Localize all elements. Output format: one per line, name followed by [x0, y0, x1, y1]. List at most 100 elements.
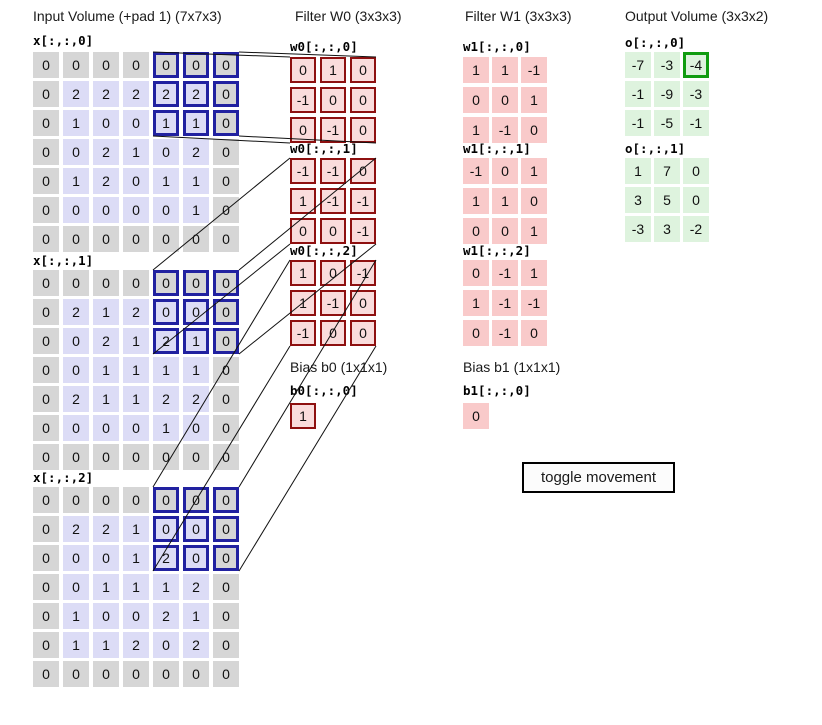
input-cell-1-1: 2 [63, 81, 89, 107]
w1-cell-2-2: 1 [521, 218, 547, 244]
input-cell-0-3: 0 [123, 52, 149, 78]
input-cell-1-4: 0 [153, 299, 179, 325]
input-cell-1-2: 2 [93, 516, 119, 542]
w0-cell-0-1: 1 [320, 57, 346, 83]
input-cell-1-1: 2 [63, 516, 89, 542]
w1-cell-1-1: 1 [492, 188, 518, 214]
input-slice2-label: x[:,:,2] [33, 470, 94, 485]
input-cell-1-6: 0 [213, 81, 239, 107]
input-cell-1-2: 2 [93, 81, 119, 107]
input-cell-6-5: 0 [183, 226, 209, 252]
input-cell-6-3: 0 [123, 661, 149, 687]
input-cell-5-6: 0 [213, 415, 239, 441]
w0-grid-2: 1 0 -1 1 -1 0 -1 0 0 [290, 260, 376, 346]
input-cell-3-5: 2 [183, 574, 209, 600]
input-cell-4-2: 1 [93, 386, 119, 412]
input-cell-2-0: 0 [33, 545, 59, 571]
w1-cell-0-2: 1 [521, 158, 547, 184]
input-cell-3-3: 1 [123, 139, 149, 165]
input-cell-6-2: 0 [93, 444, 119, 470]
output-slice0-label: o[:,:,0] [625, 35, 686, 50]
toggle-movement-button[interactable]: toggle movement [522, 462, 675, 493]
input-cell-5-2: 1 [93, 632, 119, 658]
input-cell-5-2: 0 [93, 415, 119, 441]
input-cell-1-5: 0 [183, 299, 209, 325]
b1-label: b1[:,:,0] [463, 383, 531, 398]
input-cell-5-6: 0 [213, 632, 239, 658]
input-cell-4-3: 0 [123, 168, 149, 194]
input-cell-1-4: 2 [153, 81, 179, 107]
input-cell-4-2: 2 [93, 168, 119, 194]
w1-grid-2: 0 -1 1 1 -1 -1 0 -1 0 [463, 260, 547, 346]
w0-cell-1-0: 1 [290, 188, 316, 214]
input-cell-4-0: 0 [33, 168, 59, 194]
input-cell-6-1: 0 [63, 444, 89, 470]
w0-cell-0-2: 0 [350, 57, 376, 83]
input-cell-6-4: 0 [153, 444, 179, 470]
bias-b0-title: Bias b0 (1x1x1) [290, 359, 388, 375]
input-cell-3-6: 0 [213, 357, 239, 383]
input-cell-5-2: 0 [93, 197, 119, 223]
out-cell-0-2: -4 [683, 52, 709, 78]
w0-cell-2-0: 0 [290, 117, 316, 143]
out-cell-1-1: 5 [654, 187, 680, 213]
input-cell-3-0: 0 [33, 574, 59, 600]
input-cell-0-4: 0 [153, 487, 179, 513]
input-cell-0-5: 0 [183, 270, 209, 296]
w0-cell-0-2: -1 [350, 260, 376, 286]
w0-slice0-label: w0[:,:,0] [290, 39, 358, 54]
w1-cell-2-1: 0 [492, 218, 518, 244]
w0-cell-2-0: -1 [290, 320, 316, 346]
input-cell-2-1: 0 [63, 545, 89, 571]
input-cell-6-5: 0 [183, 661, 209, 687]
w0-cell-2-0: 0 [290, 218, 316, 244]
input-cell-0-1: 0 [63, 270, 89, 296]
input-cell-2-6: 0 [213, 328, 239, 354]
input-cell-0-1: 0 [63, 487, 89, 513]
input-cell-3-4: 1 [153, 574, 179, 600]
out-cell-0-1: -3 [654, 52, 680, 78]
input-cell-2-0: 0 [33, 110, 59, 136]
input-cell-0-4: 0 [153, 270, 179, 296]
input-cell-5-4: 0 [153, 197, 179, 223]
input-cell-4-5: 1 [183, 168, 209, 194]
w0-cell-0-1: -1 [320, 158, 346, 184]
input-cell-1-3: 1 [123, 516, 149, 542]
input-cell-4-6: 0 [213, 168, 239, 194]
input-cell-2-2: 0 [93, 110, 119, 136]
input-cell-5-3: 0 [123, 415, 149, 441]
input-cell-6-3: 0 [123, 444, 149, 470]
w0-cell-1-1: -1 [320, 290, 346, 316]
input-cell-3-4: 1 [153, 357, 179, 383]
w0-cell-1-0: 1 [290, 290, 316, 316]
input-cell-0-5: 0 [183, 487, 209, 513]
w0-grid-0: 0 1 0 -1 0 0 0 -1 0 [290, 57, 376, 143]
input-cell-4-3: 1 [123, 386, 149, 412]
input-cell-2-0: 0 [33, 328, 59, 354]
w1-cell-2-0: 0 [463, 218, 489, 244]
input-cell-2-4: 2 [153, 545, 179, 571]
input-cell-5-1: 1 [63, 632, 89, 658]
input-cell-5-1: 0 [63, 197, 89, 223]
input-cell-6-0: 0 [33, 226, 59, 252]
out-cell-2-0: -3 [625, 216, 651, 242]
w1-cell-0-0: 1 [463, 57, 489, 83]
input-cell-2-3: 1 [123, 545, 149, 571]
w1-grid-0: 1 1 -1 0 0 1 1 -1 0 [463, 57, 547, 143]
input-cell-2-3: 1 [123, 328, 149, 354]
input-cell-3-0: 0 [33, 139, 59, 165]
input-cell-0-3: 0 [123, 487, 149, 513]
input-cell-0-4: 0 [153, 52, 179, 78]
out-cell-0-0: 1 [625, 158, 651, 184]
w0-cell-0-0: 0 [290, 57, 316, 83]
input-cell-0-2: 0 [93, 270, 119, 296]
out-cell-0-1: 7 [654, 158, 680, 184]
input-cell-1-2: 1 [93, 299, 119, 325]
input-cell-2-5: 1 [183, 328, 209, 354]
input-cell-5-4: 1 [153, 415, 179, 441]
w1-cell-0-1: 1 [492, 57, 518, 83]
input-cell-3-6: 0 [213, 139, 239, 165]
w1-cell-0-1: -1 [492, 260, 518, 286]
